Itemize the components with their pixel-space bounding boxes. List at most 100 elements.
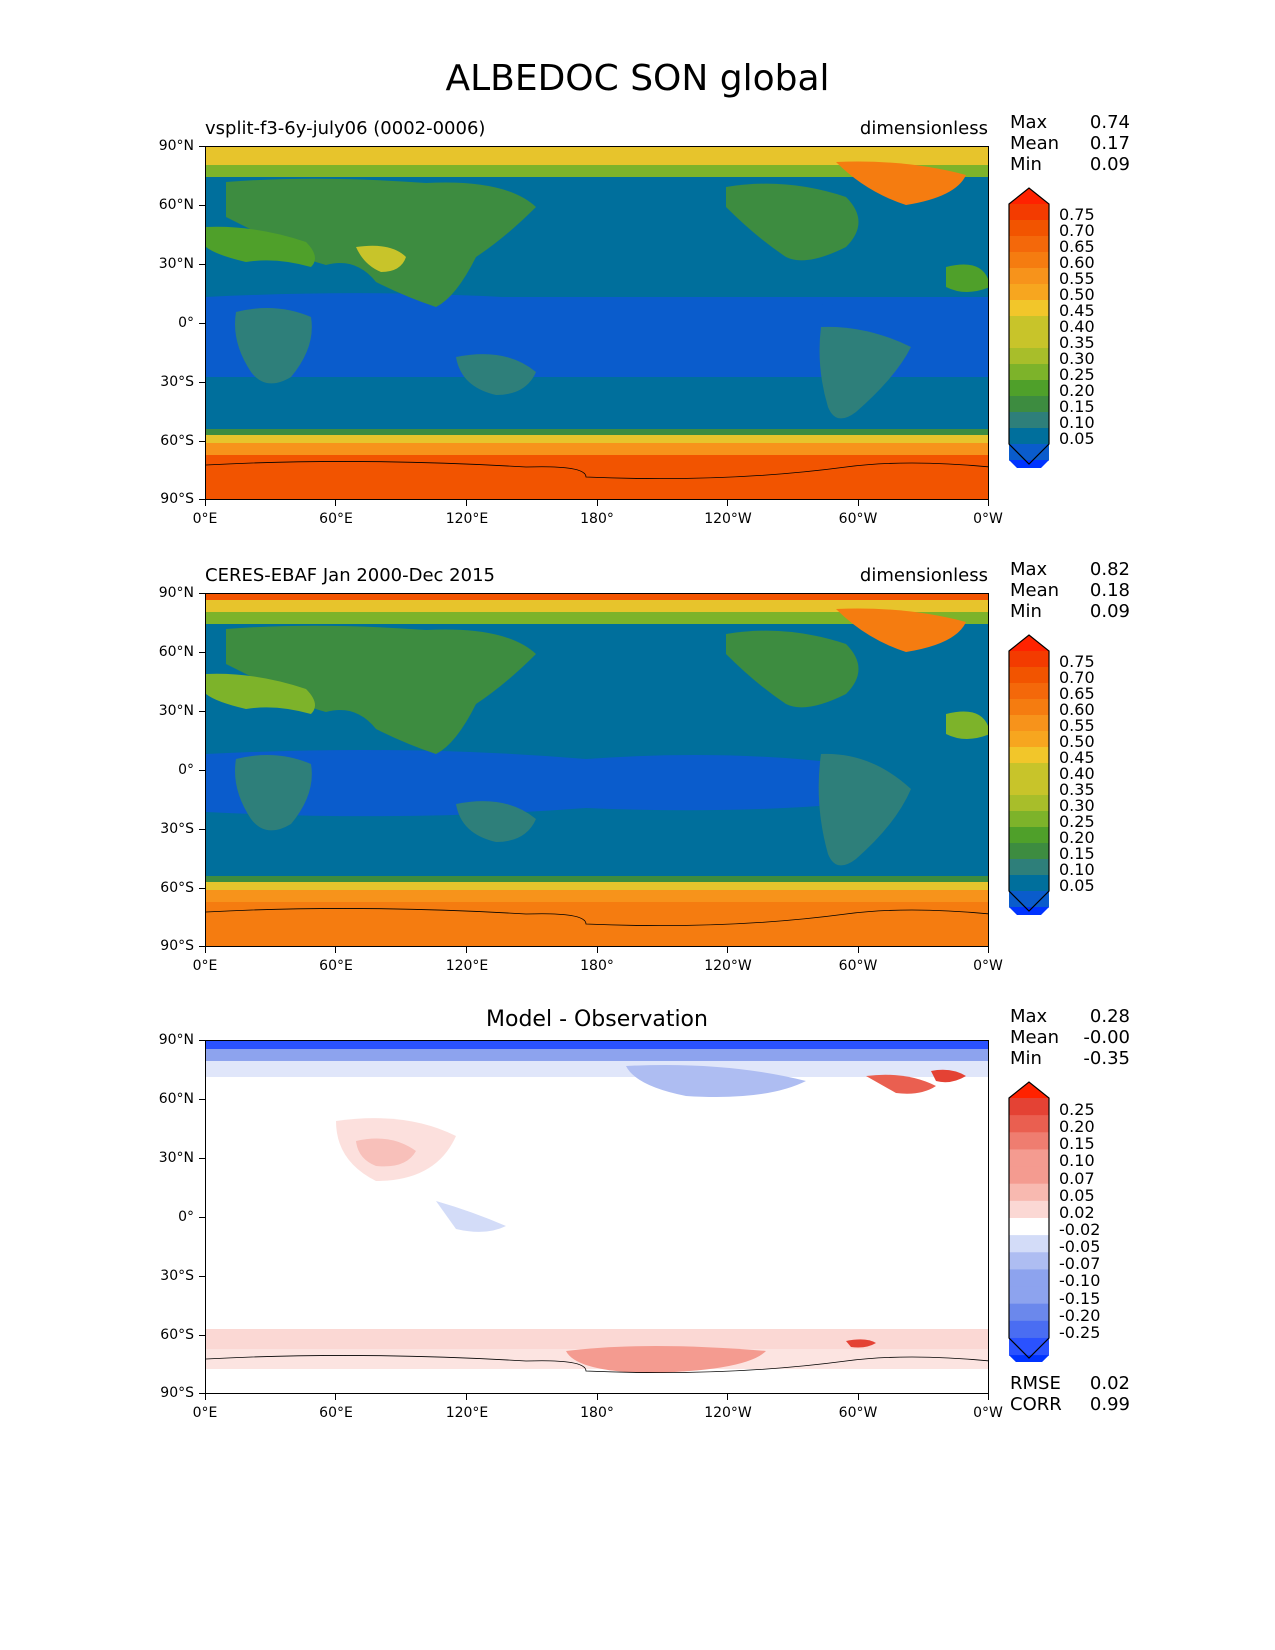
stat-max-value: 0.28 <box>1089 1006 1130 1027</box>
lat-label: 0° <box>178 1209 194 1225</box>
lon-label: 120°E <box>445 511 489 527</box>
colorbar-tick-label: -0.02 <box>1059 1219 1101 1239</box>
colorbar-bin <box>1009 731 1049 748</box>
colorbar-bin <box>1009 859 1049 876</box>
colorbar <box>1008 187 1050 468</box>
figure-title: ALBEDOC SON global <box>445 58 830 99</box>
lon-tick <box>597 947 599 953</box>
stat-max-label: Max <box>1010 559 1048 580</box>
colorbar-bin <box>1009 779 1049 796</box>
colorbar-bin <box>1009 1132 1049 1151</box>
colorbar-bin <box>1009 332 1049 349</box>
colorbar-bin <box>1009 699 1049 716</box>
colorbar-bin <box>1009 1217 1049 1236</box>
colorbar-bin <box>1009 380 1049 397</box>
stat-mean-value: -0.00 <box>1083 1027 1130 1048</box>
colorbar-tick-label: 0.25 <box>1059 365 1095 384</box>
colorbar-tick-label: 0.30 <box>1059 349 1095 368</box>
corr-value: 0.99 <box>1089 1394 1130 1415</box>
lat-label: 60°N <box>158 644 194 660</box>
colorbar-tick-label: 0.60 <box>1059 253 1095 272</box>
stat-max-value: 0.74 <box>1089 112 1130 133</box>
map-field <box>206 147 988 499</box>
colorbar-bin <box>1009 1303 1049 1322</box>
stat-max-label: Max <box>1010 1006 1048 1027</box>
lon-tick <box>858 1394 860 1400</box>
lon-tick <box>988 1394 990 1400</box>
colorbar-bin <box>1009 811 1049 828</box>
colorbar-tick-label: 0.25 <box>1059 812 1095 831</box>
map-field <box>206 1041 988 1393</box>
lon-label: 0°E <box>192 1405 218 1421</box>
lat-label: 90°N <box>158 138 194 154</box>
lat-tick <box>199 829 205 831</box>
stat-min-label: Min <box>1010 154 1042 175</box>
lat-tick <box>199 1276 205 1278</box>
colorbar-tick-label: 0.15 <box>1059 1134 1095 1154</box>
lat-tick <box>199 1393 205 1395</box>
colorbar-tick-label: 0.75 <box>1059 205 1095 224</box>
panel-title: Model - Observation <box>486 1007 708 1032</box>
colorbar <box>1008 634 1050 915</box>
lon-label: 60°W <box>838 1405 878 1421</box>
lon-label: 180° <box>580 1405 614 1421</box>
colorbar-tick-label: 0.20 <box>1059 381 1095 400</box>
lon-tick <box>205 947 207 953</box>
stat-min-value: 0.09 <box>1089 154 1130 175</box>
lat-label: 30°N <box>158 1150 194 1166</box>
colorbar-bin <box>1009 1115 1049 1133</box>
colorbar-bin <box>1009 715 1049 732</box>
lat-tick <box>199 1217 205 1219</box>
colorbar-extend-max <box>1009 1082 1049 1098</box>
stat-mean-label: Mean <box>1010 580 1060 601</box>
colorbar-tick-label: 0.65 <box>1059 684 1095 703</box>
colorbar-tick-label: 0.45 <box>1059 301 1095 320</box>
rmse-value: 0.02 <box>1089 1373 1130 1394</box>
lat-label: 90°S <box>160 938 194 954</box>
lon-tick <box>988 947 990 953</box>
lat-label: 60°S <box>160 1327 194 1343</box>
colorbar-tick-label: 0.55 <box>1059 716 1095 735</box>
colorbar-tick-label: 0.25 <box>1059 1100 1095 1119</box>
colorbar-tick-label: 0.20 <box>1059 1117 1095 1137</box>
colorbar-tick-label: -0.20 <box>1059 1305 1101 1325</box>
colorbar-tick-label: 0.75 <box>1059 652 1095 671</box>
colorbar-bin <box>1009 1269 1049 1288</box>
lat-tick <box>199 499 205 501</box>
lat-tick <box>199 323 205 325</box>
colorbar-tick-label: -0.07 <box>1059 1254 1101 1274</box>
panel-title: CERES-EBAF Jan 2000-Dec 2015 <box>205 565 495 586</box>
colorbar-labels: 0.75 0.70 0.65 0.60 0.55 0.50 0.45 0.40 … <box>1059 207 1095 447</box>
colorbar-labels: 0.25 0.20 0.15 0.10 0.07 0.05 0.02 -0.02… <box>1059 1101 1100 1341</box>
colorbar-bin <box>1009 1337 1049 1356</box>
colorbar-tick-label: 0.10 <box>1059 413 1095 432</box>
units-label: dimensionless <box>859 565 988 586</box>
units-label: dimensionless <box>859 118 988 139</box>
lon-label: 180° <box>580 958 614 974</box>
colorbar-extend-max <box>1009 188 1049 204</box>
colorbar-bin <box>1009 1200 1049 1219</box>
lat-tick <box>199 888 205 890</box>
lon-tick <box>727 500 729 506</box>
colorbar-bin <box>1009 300 1049 317</box>
lon-tick <box>335 1394 337 1400</box>
colorbar-bin <box>1009 204 1049 221</box>
colorbar-tick-label: 0.02 <box>1059 1202 1095 1222</box>
stat-min-label: Min <box>1010 1048 1042 1069</box>
colorbar-bin <box>1009 651 1049 668</box>
lon-label: 0°E <box>192 958 218 974</box>
colorbar-tick-label: 0.55 <box>1059 269 1095 288</box>
colorbar-bin <box>1009 412 1049 429</box>
colorbar-tick-label: 0.10 <box>1059 860 1095 879</box>
colorbar-bin <box>1009 795 1049 812</box>
lon-tick <box>205 1394 207 1400</box>
lon-tick <box>466 1394 468 1400</box>
colorbar-labels: 0.75 0.70 0.65 0.60 0.55 0.50 0.45 0.40 … <box>1059 654 1095 894</box>
lat-label: 0° <box>178 762 194 778</box>
lon-label: 0°W <box>973 511 1003 527</box>
colorbar-tick-label: 0.60 <box>1059 700 1095 719</box>
colorbar-bins <box>1009 1082 1049 1362</box>
colorbar-bin <box>1009 763 1049 780</box>
colorbar-bin <box>1009 348 1049 365</box>
lat-label: 30°S <box>160 374 194 390</box>
